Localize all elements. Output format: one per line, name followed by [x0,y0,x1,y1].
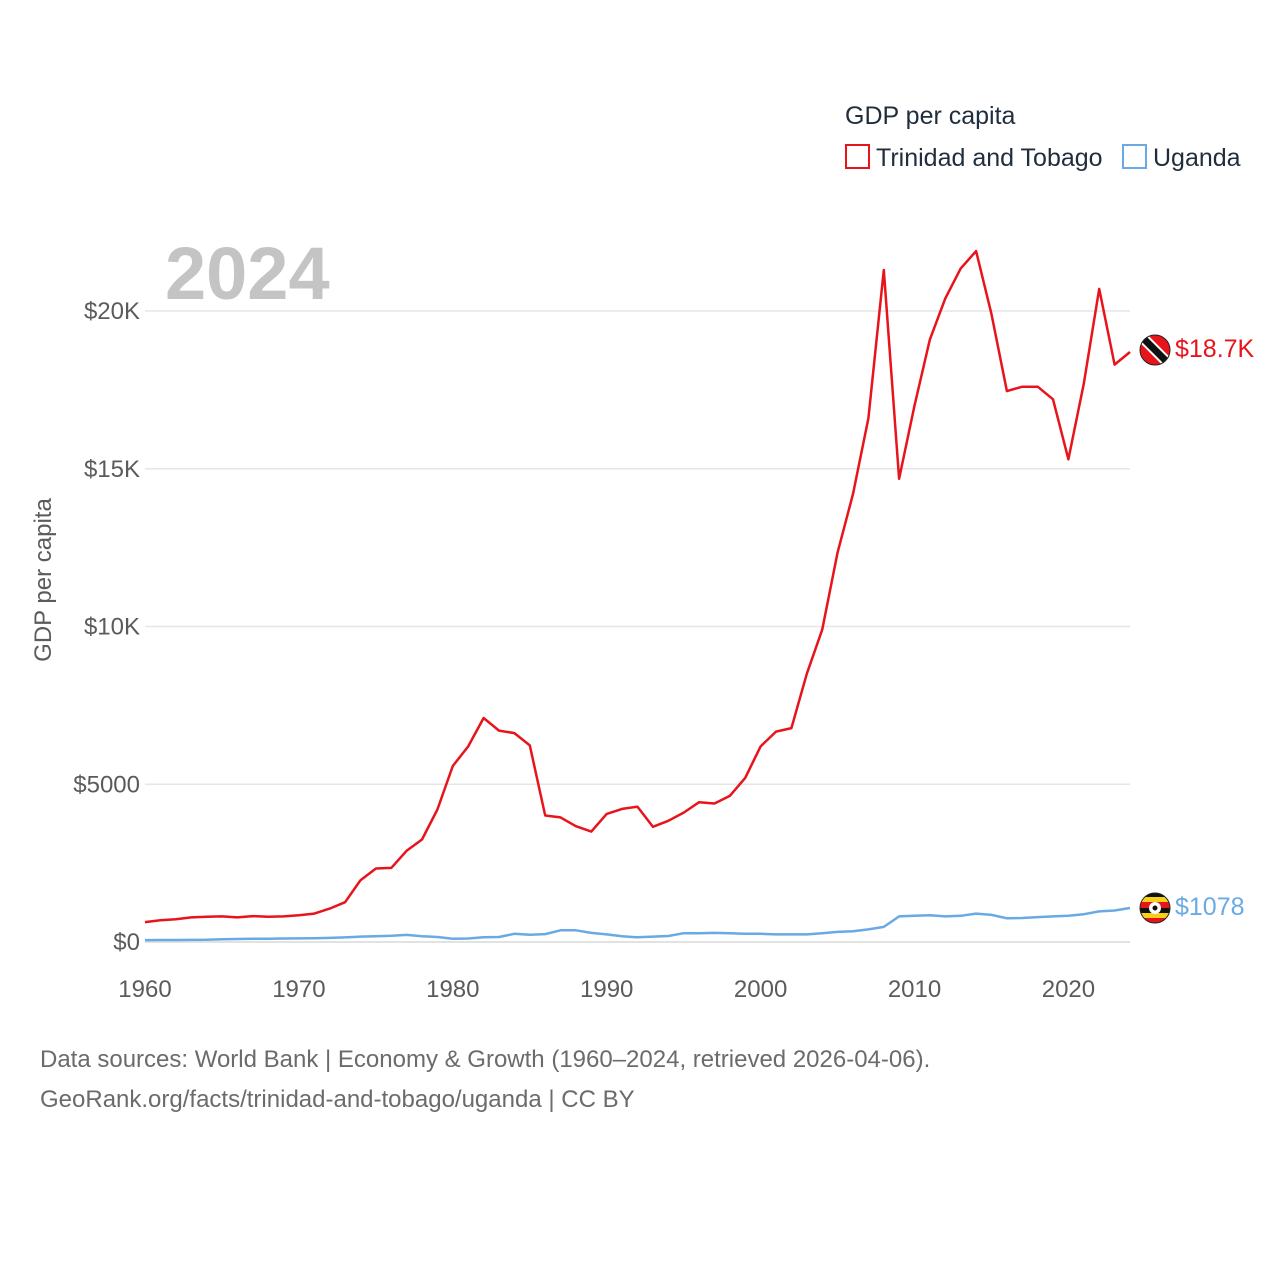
y-axis-title: GDP per capita [30,498,57,662]
y-tick-label: $10K [84,614,140,641]
legend-swatch-trinidad-and-tobago [845,144,870,169]
grid [145,310,1130,943]
y-axis: $0 $5000 $10K $15K $20K [73,298,140,956]
x-tick-label: 1960 [118,976,171,1003]
x-tick-label: 1980 [426,976,479,1003]
year-label: 2024 [165,232,330,315]
gdp-chart: $0 $5000 $10K $15K $20K 1960 1970 1980 1990 2000… [30,102,1255,1003]
legend-title: GDP per capita [845,102,1016,130]
x-tick-label: 2000 [734,976,787,1003]
legend-label-trinidad-and-tobago: Trinidad and Tobago [876,144,1103,172]
x-tick-label: 1970 [272,976,325,1003]
source-line-1: Data sources: World Bank | Economy & Gro… [40,1046,931,1073]
series-lines [144,249,1131,942]
x-axis: 1960 1970 1980 1990 2000 2010 2020 [118,976,1095,1003]
end-label-uganda: $1078 [1175,893,1245,921]
legend-item-trinidad-and-tobago[interactable]: Trinidad and Tobago [845,144,1103,172]
x-tick-label: 2010 [888,976,941,1003]
x-tick-label: 1990 [580,976,633,1003]
source-line-2: GeoRank.org/facts/trinidad-and-tobago/ug… [40,1086,635,1113]
trinidad-and-tobago-flag-icon [1139,334,1171,366]
y-tick-label: $5000 [73,771,140,798]
uganda-flag-icon [1139,892,1171,924]
series-line-trinidad-and-tobago [144,249,1131,924]
legend-label-uganda: Uganda [1153,144,1241,172]
source-footer: Data sources: World Bank | Economy & Gro… [40,1040,930,1120]
end-label-trinidad-and-tobago: $18.7K [1175,335,1255,363]
legend-swatch-uganda [1122,144,1147,169]
x-tick-label: 2020 [1042,976,1095,1003]
legend-item-uganda[interactable]: Uganda [1122,144,1241,172]
y-tick-label: $15K [84,456,140,483]
y-tick-label: $20K [84,298,140,325]
y-tick-label: $0 [113,929,140,956]
series-line-uganda [144,906,1131,942]
